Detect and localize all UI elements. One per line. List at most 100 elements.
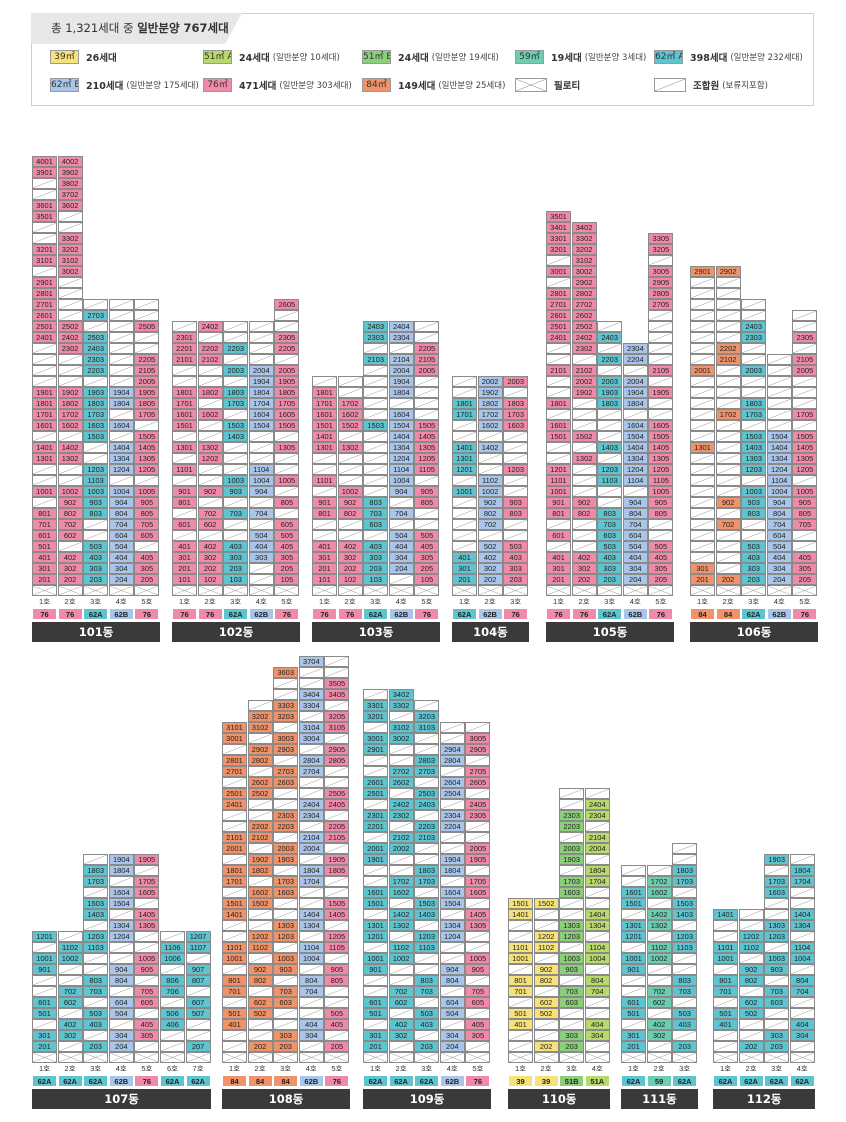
unit-number: 3호: [90, 1064, 102, 1073]
unit-cell: 1703: [414, 876, 440, 887]
unit-cell: 3101: [32, 255, 57, 266]
unit-cell: 1602: [337, 409, 363, 420]
unit-cell: [621, 942, 646, 953]
unit-number: 3호: [90, 597, 102, 606]
unit-cell: 1404: [584, 909, 610, 920]
unit-cell: 701: [713, 986, 738, 997]
unit-cell: [508, 1052, 533, 1063]
unit-cell: 604: [439, 997, 465, 1008]
unit-cell: 902: [247, 964, 273, 975]
unit-cell: 1903: [83, 387, 109, 398]
unit-cell: [134, 865, 160, 876]
unit-cell: 1802: [247, 865, 273, 876]
unit-cell: 404: [108, 552, 134, 563]
unit-cell: 2901: [363, 744, 388, 755]
unit-cell: 1305: [134, 920, 160, 931]
unit-cell: 1204: [766, 464, 792, 475]
unit-cell: 1705: [134, 876, 160, 887]
unit-cell: 901: [32, 964, 57, 975]
unit-cell: [337, 387, 363, 398]
unit-cell: 101: [312, 574, 337, 585]
unit-cell: [766, 365, 792, 376]
unit-cell: 903: [741, 497, 767, 508]
unit-cell: 401: [508, 1019, 533, 1030]
unit-number: 1호: [719, 1064, 732, 1073]
unit-cell: 3303: [273, 700, 299, 711]
unit-cell: [414, 1030, 440, 1041]
unit-cell: [622, 486, 648, 497]
unit-cell: [584, 788, 610, 799]
unit-cell: 1703: [672, 876, 698, 887]
unit-cell: [715, 431, 741, 442]
unit-cell: [337, 475, 363, 486]
unit-cell: [273, 909, 299, 920]
unit-cell: 105: [414, 574, 440, 585]
legend-item: 필로티: [515, 77, 583, 93]
unit-cell: 2604: [439, 777, 465, 788]
unit-cell: 403: [414, 1019, 440, 1030]
unit-cell: 303: [764, 1030, 790, 1041]
unit-type: 62A: [741, 608, 767, 620]
unit-cell: [222, 1030, 247, 1041]
unit-cell: 203: [83, 574, 109, 585]
unit-cell: 1503: [83, 431, 109, 442]
unit-cell: 2201: [172, 343, 197, 354]
legend-count: 24세대: [398, 53, 429, 64]
unit-cell: [32, 942, 57, 953]
unit-cell: 1302: [388, 920, 414, 931]
legend-swatch: 51㎡ B: [362, 50, 391, 64]
unit-cell: 703: [597, 519, 623, 530]
unit-cell: 803: [363, 497, 389, 508]
unit-cell: [465, 975, 491, 986]
unit-cell: 203: [764, 1041, 790, 1052]
unit-cell: [792, 541, 818, 552]
building-name: 103동: [312, 622, 440, 642]
unit-number: 1호: [627, 1064, 640, 1073]
unit-number: 1호: [38, 597, 51, 606]
unit-cell: 501: [363, 1008, 388, 1019]
unit-cell: 3802: [57, 178, 83, 189]
unit-cell: 3603: [273, 667, 299, 678]
unit-cell: [388, 744, 414, 755]
unit-cell: [273, 942, 299, 953]
unit-number: 4호: [395, 597, 407, 606]
unit-cell: [160, 1041, 185, 1052]
unit-cell: 205: [414, 563, 440, 574]
unit-cell: 2005: [465, 843, 491, 854]
unit-cell: 1001: [621, 953, 646, 964]
unit-cell: [690, 530, 715, 541]
unit-cell: [713, 997, 738, 1008]
unit-cell: [533, 953, 559, 964]
unit-cell: 2303: [83, 354, 109, 365]
unit-cell: 1703: [764, 876, 790, 887]
unit-cell: [621, 975, 646, 986]
unit-cell: 2102: [197, 354, 223, 365]
unit-cell: 2402: [57, 332, 83, 343]
unit-cell: 1201: [546, 464, 571, 475]
unit-cell: [508, 964, 533, 975]
unit-cell: 2601: [546, 310, 571, 321]
unit-cell: 1402: [388, 909, 414, 920]
legend-item: 62㎡ B 210세대 (일반분양 175세대): [50, 77, 199, 93]
unit-cell: [597, 420, 623, 431]
unit-cell: 3405: [324, 689, 350, 700]
unit-cell: 2301: [363, 810, 388, 821]
unit-cell: [713, 1052, 738, 1063]
unit-cell: 706: [160, 986, 185, 997]
unit-cell: [792, 321, 818, 332]
unit-cell: [273, 755, 299, 766]
unit-cell: 201: [363, 1041, 388, 1052]
unit-cell: [248, 585, 274, 596]
unit-type: 84: [247, 1075, 273, 1087]
unit-cell: 2703: [83, 310, 109, 321]
unit-cell: 3602: [57, 200, 83, 211]
unit-cell: 1401: [452, 442, 477, 453]
unit-cell: [738, 1030, 764, 1041]
unit-cell: 1605: [648, 420, 674, 431]
unit-cell: [247, 1030, 273, 1041]
unit-cell: [324, 667, 350, 678]
unit-cell: [414, 376, 440, 387]
unit-cell: [388, 854, 414, 865]
unit-number: 2호: [578, 597, 590, 606]
unit-cell: [185, 1052, 211, 1063]
